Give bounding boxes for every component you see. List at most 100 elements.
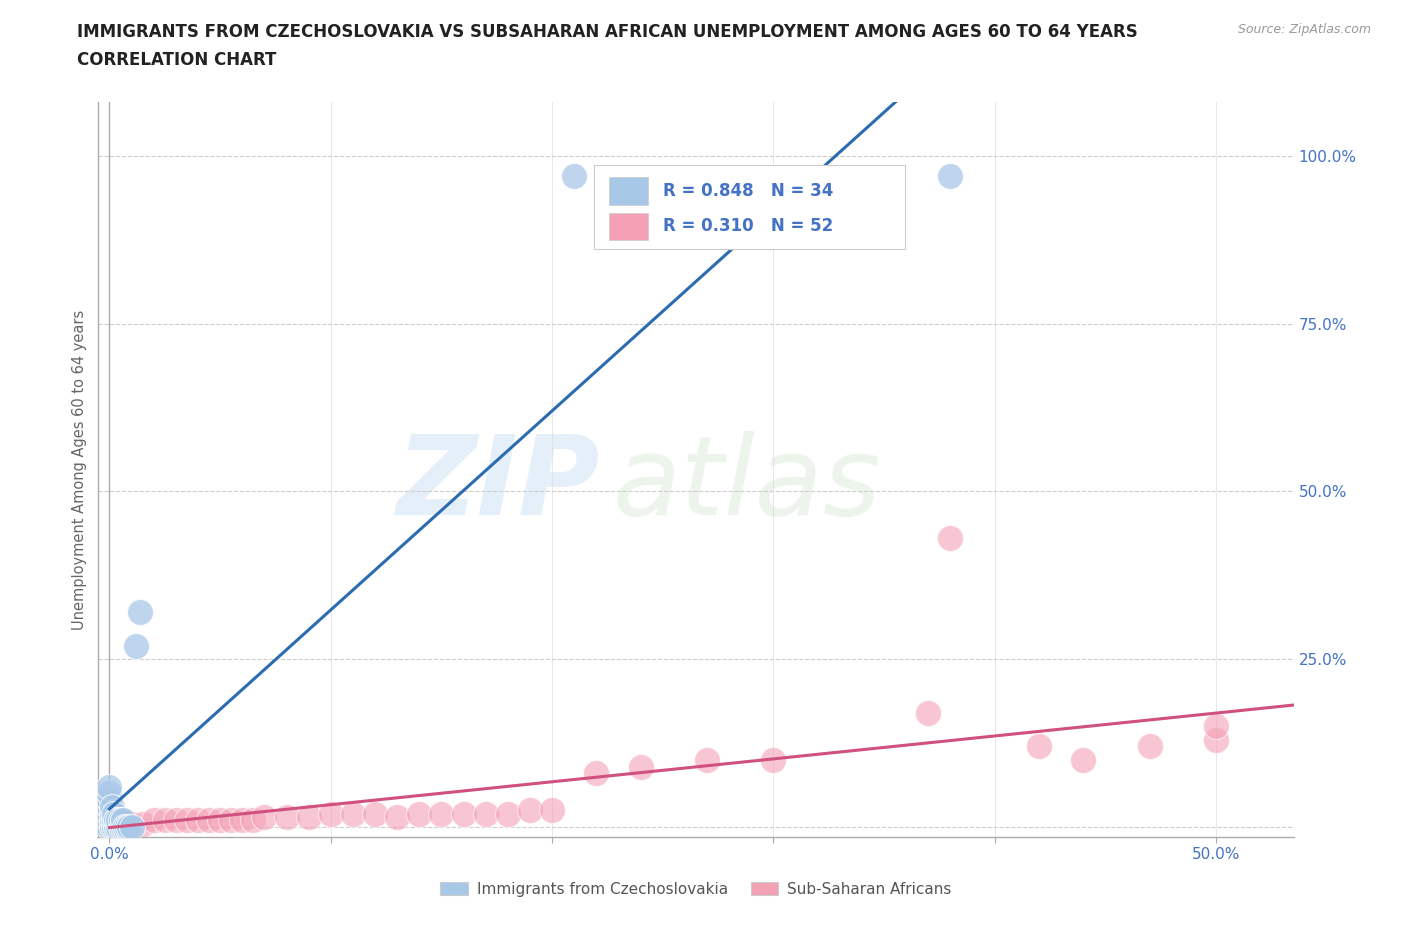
Point: [100, 806, 122, 821]
Point: [131, 817, 153, 831]
Point: [100, 800, 122, 815]
Point: [105, 813, 128, 828]
Point: [276, 809, 298, 824]
Point: [110, 819, 132, 834]
Point: [103, 813, 125, 828]
Point: [100, 819, 122, 834]
Point: [111, 813, 134, 828]
Point: [121, 819, 143, 834]
Point: [496, 806, 519, 821]
Point: [319, 806, 342, 821]
Point: [114, 817, 136, 831]
Point: [562, 168, 585, 183]
Point: [917, 706, 939, 721]
Point: [762, 752, 785, 767]
Point: [100, 813, 122, 828]
Point: [100, 817, 122, 831]
Point: [98, 809, 121, 824]
Point: [98, 800, 121, 815]
Text: R = 0.848   N = 34: R = 0.848 N = 34: [662, 182, 832, 200]
Point: [98, 819, 121, 834]
Point: [105, 819, 128, 834]
Point: [176, 813, 198, 828]
Point: [98, 792, 121, 807]
Point: [1139, 739, 1161, 754]
Point: [342, 806, 364, 821]
Point: [541, 803, 564, 817]
Point: [1028, 739, 1050, 754]
Point: [110, 819, 132, 834]
Point: [98, 779, 121, 794]
Point: [165, 813, 187, 828]
Point: [105, 817, 128, 831]
Legend: Immigrants from Czechoslovakia, Sub-Saharan Africans: Immigrants from Czechoslovakia, Sub-Saha…: [434, 875, 957, 903]
Point: [98, 786, 121, 801]
Point: [100, 813, 122, 828]
Point: [585, 765, 607, 780]
Point: [118, 817, 141, 831]
Point: [107, 813, 129, 828]
Point: [1205, 719, 1227, 734]
Point: [103, 817, 125, 831]
Point: [111, 817, 134, 831]
Point: [110, 817, 132, 831]
Point: [107, 819, 129, 834]
Point: [103, 813, 125, 828]
Point: [100, 809, 122, 824]
Point: [1205, 732, 1227, 747]
Text: atlas: atlas: [613, 431, 882, 538]
Point: [231, 813, 253, 828]
Point: [98, 806, 121, 821]
Text: ZIP: ZIP: [396, 431, 600, 538]
Point: [298, 809, 321, 824]
Point: [100, 819, 122, 834]
Point: [408, 806, 430, 821]
Text: IMMIGRANTS FROM CZECHOSLOVAKIA VS SUBSAHARAN AFRICAN UNEMPLOYMENT AMONG AGES 60 : IMMIGRANTS FROM CZECHOSLOVAKIA VS SUBSAH…: [77, 23, 1137, 41]
Point: [114, 819, 136, 834]
Point: [253, 809, 276, 824]
Point: [118, 819, 141, 834]
Point: [105, 819, 128, 834]
Point: [98, 817, 121, 831]
FancyBboxPatch shape: [595, 165, 905, 249]
Point: [98, 800, 121, 815]
Point: [98, 819, 121, 834]
Point: [107, 819, 129, 834]
Point: [385, 809, 409, 824]
Point: [198, 813, 221, 828]
Point: [107, 817, 129, 831]
Point: [129, 604, 152, 619]
Point: [153, 813, 176, 828]
Point: [98, 813, 121, 828]
Y-axis label: Unemployment Among Ages 60 to 64 years: Unemployment Among Ages 60 to 64 years: [72, 310, 87, 630]
Point: [98, 806, 121, 821]
Point: [103, 819, 125, 834]
Point: [209, 813, 232, 828]
Point: [105, 813, 128, 828]
Point: [696, 752, 718, 767]
Point: [115, 817, 138, 831]
Point: [103, 819, 125, 834]
Point: [939, 168, 962, 183]
Point: [111, 819, 134, 834]
Text: CORRELATION CHART: CORRELATION CHART: [77, 51, 277, 69]
FancyBboxPatch shape: [609, 212, 648, 241]
Point: [219, 813, 242, 828]
Point: [187, 813, 209, 828]
Point: [142, 813, 165, 828]
Point: [242, 813, 264, 828]
Point: [115, 819, 138, 834]
Point: [474, 806, 496, 821]
FancyBboxPatch shape: [609, 178, 648, 206]
Point: [519, 803, 541, 817]
Point: [121, 817, 143, 831]
Text: Source: ZipAtlas.com: Source: ZipAtlas.com: [1237, 23, 1371, 36]
Point: [98, 813, 121, 828]
Point: [1071, 752, 1094, 767]
Point: [364, 806, 387, 821]
Point: [125, 638, 148, 653]
Point: [430, 806, 453, 821]
Point: [939, 531, 962, 546]
Point: [103, 806, 125, 821]
Point: [98, 803, 121, 817]
